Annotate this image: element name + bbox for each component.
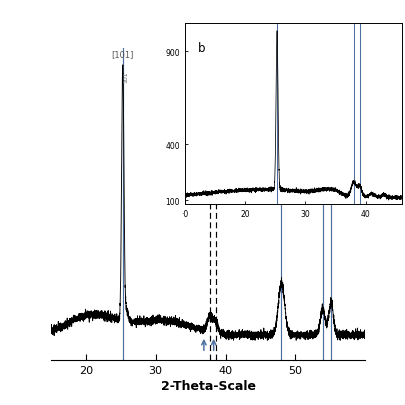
- Text: [101]: [101]: [111, 50, 134, 59]
- Text: b: b: [197, 42, 205, 55]
- Text: 101: 101: [123, 72, 128, 83]
- Text: [1,1,2]: [1,1,2]: [210, 70, 215, 89]
- Text: [002]: [002]: [205, 57, 211, 72]
- Text: [104]: [104]: [198, 50, 220, 59]
- X-axis label: 2-Theta-Scale: 2-Theta-Scale: [160, 379, 255, 392]
- Text: [200]: [200]: [207, 65, 212, 80]
